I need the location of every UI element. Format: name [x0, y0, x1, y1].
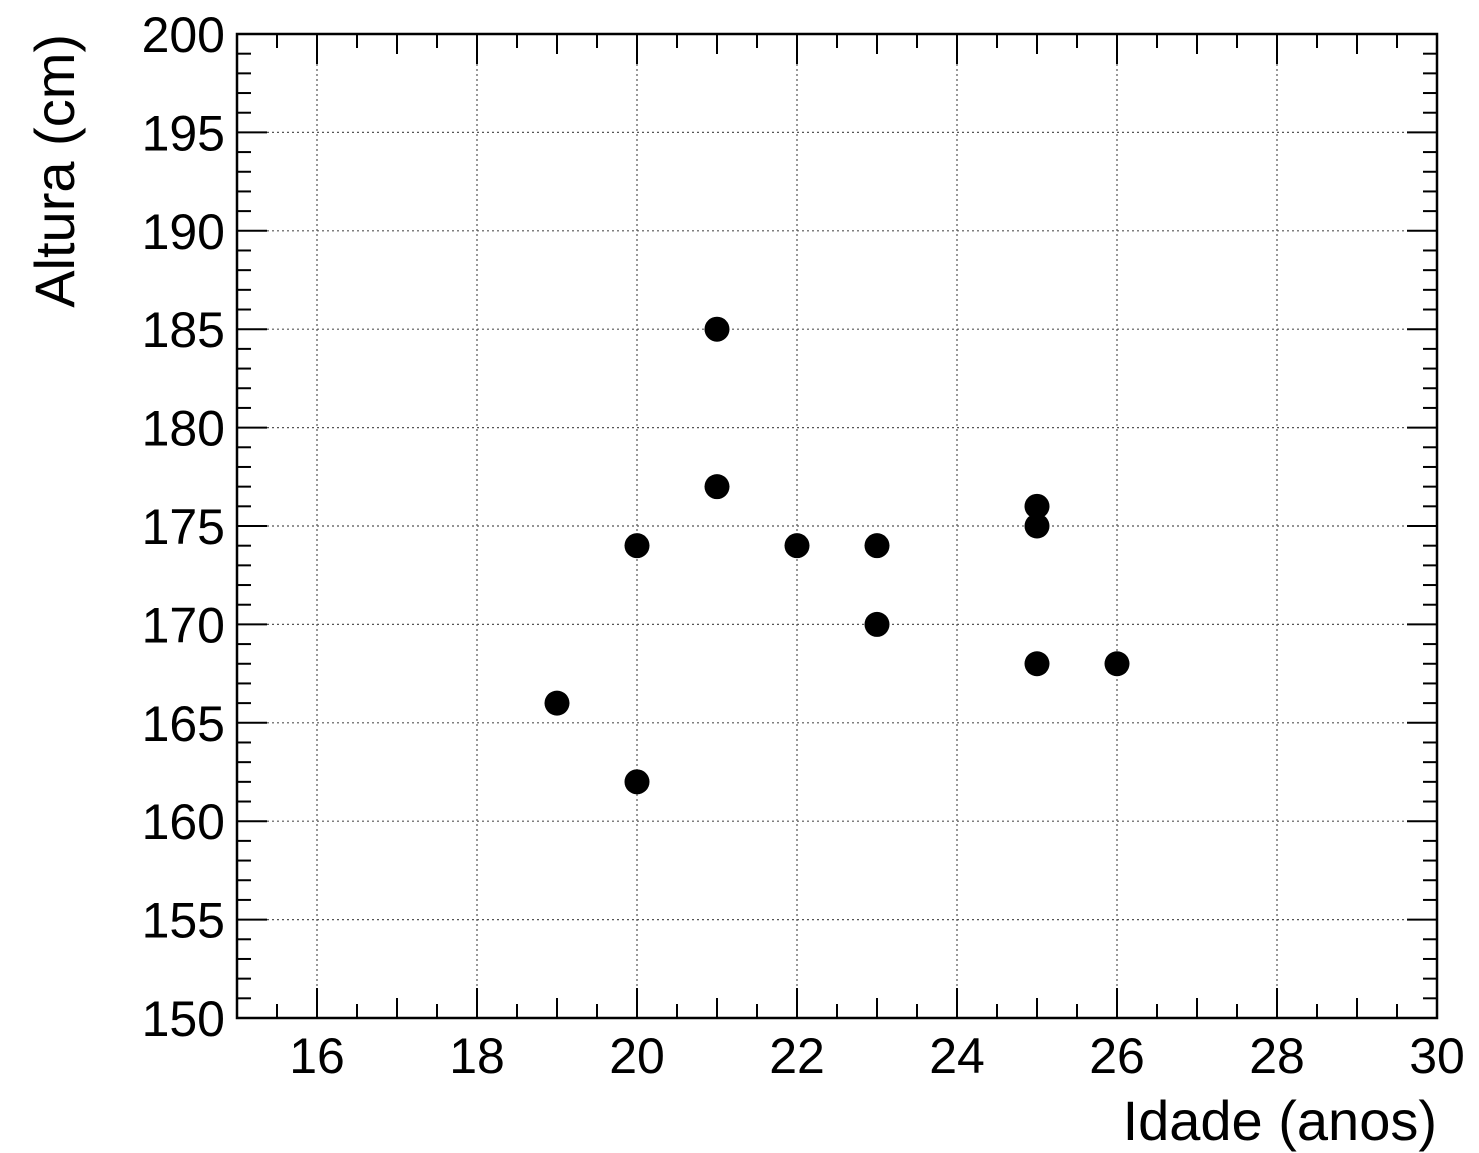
y-tick-label: 200	[142, 7, 225, 63]
data-point	[1024, 513, 1050, 539]
y-tick-label: 155	[142, 893, 225, 949]
data-point	[1104, 651, 1130, 677]
data-point	[624, 769, 650, 795]
x-tick-label: 24	[929, 1028, 985, 1084]
y-tick-label: 165	[142, 696, 225, 752]
y-tick-label: 150	[142, 991, 225, 1047]
data-point	[1024, 493, 1050, 519]
data-point	[544, 690, 570, 716]
x-tick-label: 30	[1409, 1028, 1465, 1084]
x-tick-label: 26	[1089, 1028, 1145, 1084]
plot-frame	[235, 32, 1439, 1020]
x-tick-label: 18	[449, 1028, 505, 1084]
data-point	[704, 316, 730, 342]
y-tick-label: 170	[142, 597, 225, 653]
y-tick-label: 185	[142, 302, 225, 358]
data-point	[624, 533, 650, 559]
y-tick-label: 160	[142, 794, 225, 850]
y-tick-label: 175	[142, 499, 225, 555]
x-axis-title: Idade (anos)	[1123, 1089, 1437, 1152]
data-point	[864, 533, 890, 559]
data-point	[704, 474, 730, 500]
x-tick-label: 22	[769, 1028, 825, 1084]
y-tick-label: 190	[142, 204, 225, 260]
data-points	[544, 316, 1130, 795]
data-point	[1024, 651, 1050, 677]
y-tick-label: 180	[142, 401, 225, 457]
y-axis-title: Altura (cm)	[23, 34, 86, 308]
data-point	[784, 533, 810, 559]
grid-lines	[237, 34, 1437, 1018]
tick-labels: 16 18 20 22 24 26 28 30 150 155 160 165 170 175 180 185…	[142, 7, 1465, 1084]
data-point	[864, 611, 890, 637]
y-tick-label: 195	[142, 105, 225, 161]
x-tick-label: 20	[609, 1028, 665, 1084]
x-tick-label: 16	[289, 1028, 345, 1084]
x-tick-label: 28	[1249, 1028, 1305, 1084]
